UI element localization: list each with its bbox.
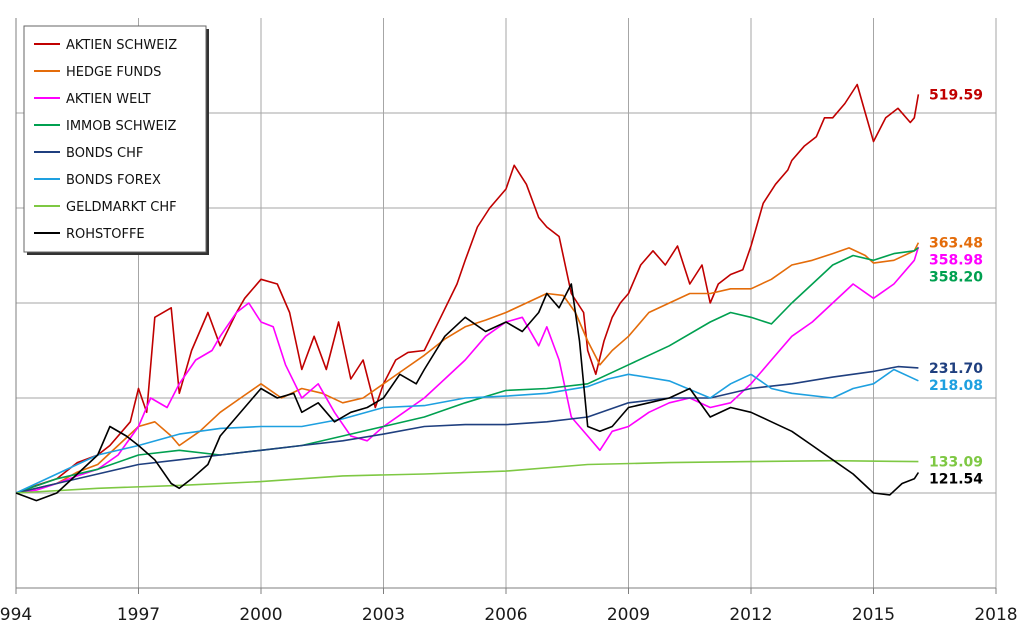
x-tick-label: 2018 — [974, 605, 1017, 625]
series-line-bonds-forex — [15, 368, 919, 494]
legend-entry: BONDS CHF — [66, 146, 143, 161]
x-tick-label: 2003 — [362, 605, 405, 625]
x-axis-tick-labels: 994 1997 2000 2003 2006 2009 2012 2015 2018 — [0, 588, 1018, 625]
end-label-bonds-forex: 218.08 — [929, 378, 983, 394]
x-tick-label: 2012 — [729, 605, 772, 625]
series-line-immob-schweiz — [15, 247, 919, 494]
series-line-aktien-schweiz — [15, 83, 920, 494]
series-line-aktien-welt — [15, 246, 920, 494]
series-line-bonds-chf — [15, 365, 919, 494]
x-tick-label: 2009 — [607, 605, 650, 625]
legend-entry: AKTIEN SCHWEIZ — [66, 38, 177, 53]
legend-box — [23, 25, 207, 253]
series-line-hedge-funds — [15, 242, 920, 494]
series-line-rohstoffe — [15, 283, 920, 502]
legend-entry: HEDGE FUNDS — [66, 65, 161, 80]
end-label-bonds-chf: 231.70 — [929, 361, 983, 377]
x-tick-label: 2006 — [484, 605, 527, 625]
x-tick-label: 2015 — [852, 605, 895, 625]
x-tick-label: 2000 — [239, 605, 282, 625]
x-tick-label: 1997 — [117, 605, 160, 625]
legend-entry: GELDMARKT CHF — [66, 200, 177, 215]
legend-entry: BONDS FOREX — [66, 173, 161, 188]
legend-entry: AKTIEN WELT — [66, 92, 151, 107]
end-label-aktien-welt: 358.98 — [929, 253, 983, 269]
x-tick-label: 994 — [0, 605, 32, 625]
legend: AKTIEN SCHWEIZ HEDGE FUNDS AKTIEN WELT IMMO… — [23, 25, 209, 255]
end-label-geldmarkt-chf: 133.09 — [929, 455, 983, 471]
series-line-geldmarkt-chf — [15, 459, 919, 494]
legend-entry: ROHSTOFFE — [66, 227, 145, 242]
end-label-immob-schweiz: 358.20 — [929, 270, 983, 286]
end-label-rohstoffe: 121.54 — [929, 472, 983, 488]
legend-entry: IMMOB SCHWEIZ — [66, 119, 177, 134]
series-lines — [15, 83, 920, 502]
end-label-aktien-schweiz: 519.59 — [929, 87, 983, 103]
end-label-hedge-funds: 363.48 — [929, 236, 983, 252]
